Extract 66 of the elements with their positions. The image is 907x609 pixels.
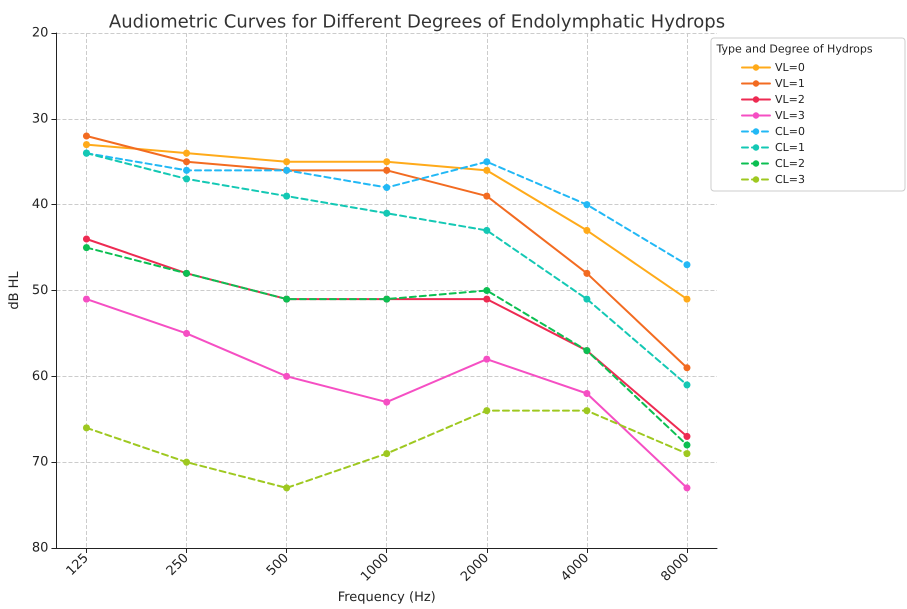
point	[683, 432, 690, 440]
y-tick-label: 30	[32, 111, 48, 126]
legend-label: CL=1	[774, 141, 806, 154]
point	[583, 201, 590, 208]
x-axis-title: Frequency (Hz)	[338, 590, 436, 605]
point	[283, 158, 290, 166]
y-tick-label: 40	[32, 197, 48, 212]
legend-label: VL=0	[774, 61, 805, 74]
x-tick-label: 500	[264, 550, 292, 579]
point	[483, 356, 490, 363]
point	[483, 296, 490, 303]
chart-title: Audiometric Curves for Different Degrees of Endolymphatic Hydrops	[108, 12, 726, 32]
point	[383, 166, 390, 174]
point	[283, 372, 290, 380]
y-tick-label: 20	[32, 26, 48, 40]
x-tick-label: 250	[164, 550, 192, 579]
point	[283, 484, 290, 492]
legend-label: VL=1	[774, 77, 805, 90]
point	[183, 175, 190, 182]
point	[483, 192, 490, 200]
point	[183, 330, 190, 337]
y-tick-label: 50	[32, 282, 48, 298]
point	[183, 150, 190, 157]
point	[383, 450, 390, 458]
point	[383, 158, 390, 166]
point	[683, 261, 690, 268]
point	[683, 296, 690, 303]
legend-title: Type and Degree of Hydrops	[715, 42, 873, 56]
point	[483, 226, 490, 234]
point	[283, 192, 290, 200]
point	[583, 296, 590, 303]
point	[483, 407, 490, 414]
point	[483, 158, 490, 166]
y-tick-label: 80	[32, 540, 48, 556]
point	[82, 132, 90, 140]
legend-label: VL=2	[774, 93, 805, 106]
y-tick-label: 70	[32, 454, 48, 470]
legend-label: VL=3	[774, 109, 805, 122]
point	[683, 484, 690, 492]
legend-label: CL=3	[774, 173, 806, 186]
point	[683, 450, 690, 458]
point	[583, 270, 590, 277]
point	[583, 407, 590, 414]
point	[483, 286, 490, 294]
point	[183, 166, 190, 174]
point	[82, 296, 90, 303]
point	[82, 424, 90, 432]
point	[683, 364, 690, 372]
point	[82, 141, 90, 148]
point	[183, 158, 190, 166]
point	[82, 244, 90, 252]
y-tick-label: 60	[32, 368, 48, 384]
y-axis-title: dB HL	[7, 270, 22, 310]
point	[383, 184, 390, 191]
point	[82, 235, 90, 242]
point	[683, 381, 690, 388]
point	[483, 166, 490, 174]
point	[683, 441, 690, 448]
point	[383, 398, 390, 406]
legend-label: CL=0	[774, 125, 806, 138]
point	[183, 458, 190, 466]
legend-label: CL=2	[774, 157, 806, 170]
point	[583, 226, 590, 234]
point	[383, 210, 390, 217]
point	[583, 390, 590, 397]
x-tick-label: 125	[64, 550, 92, 579]
